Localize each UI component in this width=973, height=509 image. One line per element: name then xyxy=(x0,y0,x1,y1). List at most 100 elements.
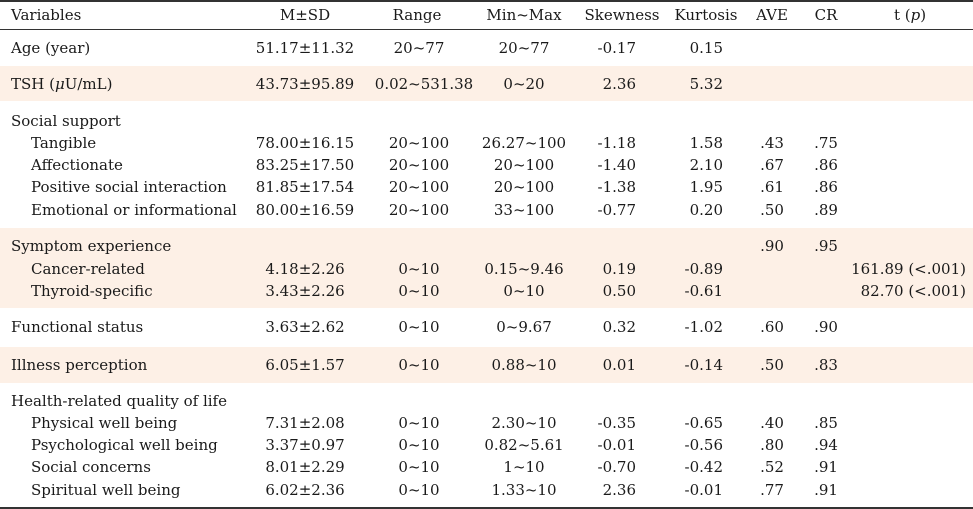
row-label: Emotional or informational xyxy=(31,201,237,219)
cell-minmax: 1~10 xyxy=(503,458,545,476)
cell-skewness: 2.36 xyxy=(602,75,636,93)
cell-msd: 51.17±11.32 xyxy=(255,39,355,57)
cell-minmax: 20~77 xyxy=(498,39,550,57)
cell-skewness: -0.35 xyxy=(597,414,636,432)
cell-kurtosis: -0.61 xyxy=(684,282,723,300)
cell-skewness: -1.38 xyxy=(597,178,636,196)
cell-msd: 81.85±17.54 xyxy=(255,178,355,196)
cell-ave: .61 xyxy=(760,178,784,196)
cell-kurtosis: -0.56 xyxy=(684,436,723,454)
cell-ave: .60 xyxy=(760,318,784,336)
cell-msd: 80.00±16.59 xyxy=(255,201,355,219)
cell-minmax: 0~10 xyxy=(503,282,545,300)
cell-cr: .89 xyxy=(814,201,838,219)
cell-cr: .91 xyxy=(814,458,838,476)
cell-range: 0~10 xyxy=(398,260,440,278)
cell-msd: 4.18±2.26 xyxy=(265,260,345,278)
row-label: Positive social interaction xyxy=(31,178,227,196)
cell-msd: 3.63±2.62 xyxy=(265,318,345,336)
table-row: Illness perception 6.05±1.57 0~10 0.88~1… xyxy=(0,347,973,383)
row-label: Psychological well being xyxy=(31,436,218,454)
cell-kurtosis: -0.89 xyxy=(684,260,723,278)
cell-ave: .43 xyxy=(760,134,784,152)
table-top-rule xyxy=(0,0,973,2)
row-label: Age (year) xyxy=(11,39,91,57)
cell-t-p: 161.89 (<.001) xyxy=(851,260,966,278)
cell-minmax: 33~100 xyxy=(493,201,555,219)
row-label: Affectionate xyxy=(31,156,123,174)
header-skewness: Skewness xyxy=(584,6,660,24)
cell-skewness: -0.01 xyxy=(597,436,636,454)
table-group-hrqol: Health-related quality of life Physical … xyxy=(0,384,973,506)
cell-ave: .50 xyxy=(760,356,784,374)
cell-msd: 3.37±0.97 xyxy=(265,436,345,454)
cell-minmax: 0~9.67 xyxy=(496,318,552,336)
cell-msd: 43.73±95.89 xyxy=(255,75,355,93)
cell-cr: .85 xyxy=(814,414,838,432)
cell-msd: 8.01±2.29 xyxy=(265,458,345,476)
cell-skewness: 0.32 xyxy=(602,318,636,336)
cell-range: 20~100 xyxy=(388,201,450,219)
row-label: Physical well being xyxy=(31,414,178,432)
cell-cr: .75 xyxy=(814,134,838,152)
cell-range: 0~10 xyxy=(398,356,440,374)
cell-range: 20~100 xyxy=(388,134,450,152)
group-label: Symptom experience xyxy=(11,237,172,255)
cell-range: 0~10 xyxy=(398,414,440,432)
row-label: Tangible xyxy=(31,134,97,152)
cell-skewness: -0.77 xyxy=(597,201,636,219)
cell-ave: .52 xyxy=(760,458,784,476)
cell-kurtosis: -1.02 xyxy=(684,318,723,336)
cell-msd: 7.31±2.08 xyxy=(265,414,345,432)
group-label: Social support xyxy=(11,112,121,130)
cell-ave: .67 xyxy=(760,156,784,174)
row-label: Thyroid-specific xyxy=(31,282,153,300)
cell-kurtosis: -0.42 xyxy=(684,458,723,476)
cell-range: 0~10 xyxy=(398,318,440,336)
cell-kurtosis: -0.01 xyxy=(684,481,723,499)
cell-skewness: 2.36 xyxy=(602,481,636,499)
cell-range: 0~10 xyxy=(398,436,440,454)
table-header-row: Variables M±SD Range Min~Max Skewness Ku… xyxy=(0,0,973,29)
table-row: Age (year) 51.17±11.32 20~77 20~77 -0.17… xyxy=(0,30,973,65)
header-minmax: Min~Max xyxy=(486,6,562,24)
cell-cr: .95 xyxy=(814,237,838,255)
header-kurtosis: Kurtosis xyxy=(674,6,738,24)
header-range: Range xyxy=(392,6,442,24)
cell-minmax: 0~20 xyxy=(503,75,545,93)
cell-cr: .94 xyxy=(814,436,838,454)
table-header-rule xyxy=(0,29,973,30)
cell-skewness: -0.17 xyxy=(597,39,636,57)
cell-kurtosis: 0.20 xyxy=(689,201,723,219)
cell-kurtosis: 1.95 xyxy=(689,178,723,196)
header-t-p: t (p) xyxy=(893,6,927,24)
header-msd: M±SD xyxy=(279,6,331,24)
cell-skewness: 0.19 xyxy=(602,260,636,278)
cell-range: 20~100 xyxy=(388,156,450,174)
row-label: Functional status xyxy=(11,318,144,336)
row-label: Cancer-related xyxy=(31,260,145,278)
cell-msd: 6.02±2.36 xyxy=(265,481,345,499)
cell-minmax: 20~100 xyxy=(493,178,555,196)
cell-skewness: 0.50 xyxy=(602,282,636,300)
cell-cr: .91 xyxy=(814,481,838,499)
cell-skewness: 0.01 xyxy=(602,356,636,374)
cell-minmax: 0.82~5.61 xyxy=(484,436,564,454)
cell-skewness: -0.70 xyxy=(597,458,636,476)
cell-range: 0~10 xyxy=(398,282,440,300)
cell-ave: .80 xyxy=(760,436,784,454)
cell-kurtosis: -0.14 xyxy=(684,356,723,374)
cell-msd: 83.25±17.50 xyxy=(255,156,355,174)
row-label: Illness perception xyxy=(11,356,148,374)
table-bottom-rule xyxy=(0,507,973,509)
table-group-social-support: Social support Tangible 78.00±16.15 20~1… xyxy=(0,102,973,227)
cell-minmax: 0.88~10 xyxy=(491,356,557,374)
cell-ave: .40 xyxy=(760,414,784,432)
table-group-symptom-experience: Symptom experience .90 .95 Cancer-relate… xyxy=(0,228,973,308)
cell-range: 0~10 xyxy=(398,458,440,476)
cell-msd: 3.43±2.26 xyxy=(265,282,345,300)
header-variables: Variables xyxy=(11,6,82,24)
row-label: Spiritual well being xyxy=(31,481,181,499)
cell-range: 20~77 xyxy=(393,39,445,57)
header-cr: CR xyxy=(814,6,838,24)
